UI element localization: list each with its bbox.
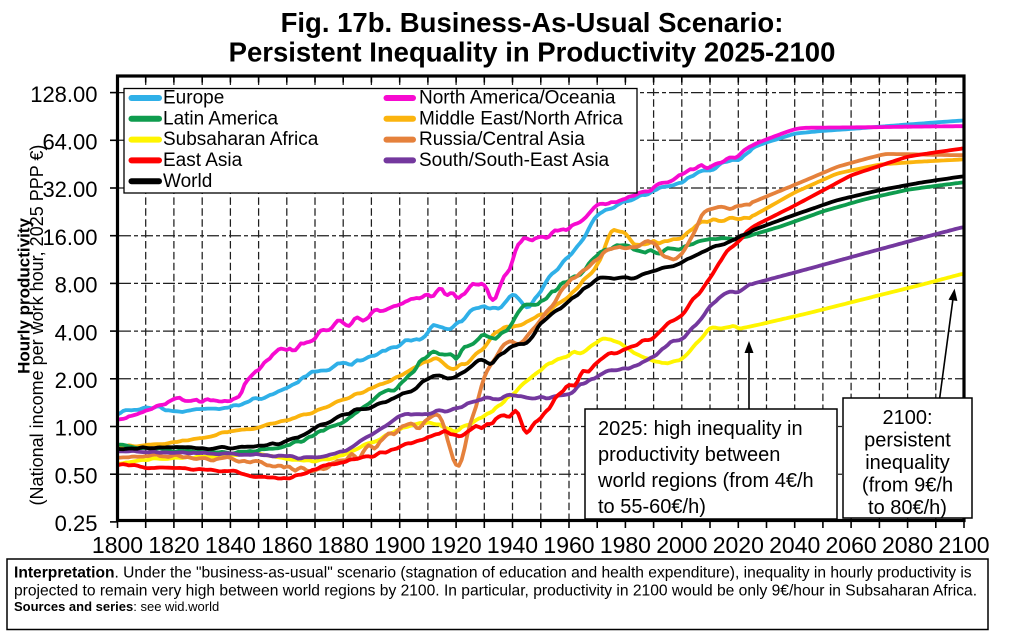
svg-text:8.00: 8.00 bbox=[55, 273, 98, 298]
svg-text:(from 9€/h: (from 9€/h bbox=[862, 475, 953, 497]
svg-text:2020: 2020 bbox=[713, 532, 764, 558]
svg-text:North America/Oceania: North America/Oceania bbox=[419, 88, 616, 109]
svg-text:2100:: 2100: bbox=[882, 407, 932, 429]
svg-text:1820: 1820 bbox=[148, 532, 199, 558]
svg-text:1840: 1840 bbox=[205, 532, 256, 558]
svg-text:inequality: inequality bbox=[865, 452, 950, 474]
svg-text:1.00: 1.00 bbox=[55, 416, 98, 441]
svg-text:2080: 2080 bbox=[882, 532, 933, 558]
svg-text:1980: 1980 bbox=[600, 532, 651, 558]
svg-text:32.00: 32.00 bbox=[42, 177, 97, 202]
svg-text:2.00: 2.00 bbox=[55, 368, 98, 393]
svg-text:2040: 2040 bbox=[769, 532, 820, 558]
svg-text:1920: 1920 bbox=[431, 532, 482, 558]
svg-text:Subsaharan Africa: Subsaharan Africa bbox=[163, 129, 319, 150]
svg-text:to 55-60€/h): to 55-60€/h) bbox=[598, 496, 706, 518]
svg-text:persistent: persistent bbox=[864, 430, 951, 452]
svg-text:2000: 2000 bbox=[656, 532, 707, 558]
svg-text:productivity between: productivity between bbox=[598, 444, 780, 466]
svg-text:Persistent Inequality in Produ: Persistent Inequality in Productivity 20… bbox=[229, 37, 836, 68]
svg-text:1880: 1880 bbox=[318, 532, 369, 558]
svg-text:1900: 1900 bbox=[374, 532, 425, 558]
svg-text:16.00: 16.00 bbox=[42, 225, 97, 250]
svg-text:to 80€/h): to 80€/h) bbox=[868, 497, 947, 519]
svg-text:1860: 1860 bbox=[261, 532, 312, 558]
svg-text:World: World bbox=[163, 171, 212, 192]
svg-text:world regions (from 4€/h: world regions (from 4€/h bbox=[597, 470, 814, 492]
svg-text:East Asia: East Asia bbox=[163, 150, 243, 171]
svg-text:Latin America: Latin America bbox=[163, 108, 279, 129]
svg-text:1940: 1940 bbox=[487, 532, 538, 558]
svg-text:Fig. 17b. Business-As-Usual Sc: Fig. 17b. Business-As-Usual Scenario: bbox=[281, 7, 784, 38]
svg-text:128.00: 128.00 bbox=[30, 82, 97, 107]
svg-text:South/South-East Asia: South/South-East Asia bbox=[419, 150, 610, 171]
svg-text:Europe: Europe bbox=[163, 88, 224, 109]
svg-text:1800: 1800 bbox=[92, 532, 143, 558]
svg-text:64.00: 64.00 bbox=[42, 130, 97, 155]
svg-text:Russia/Central Asia: Russia/Central Asia bbox=[419, 129, 585, 150]
svg-text:Hourly productivity: Hourly productivity bbox=[14, 218, 33, 374]
svg-text:2060: 2060 bbox=[826, 532, 877, 558]
svg-text:2025: high inequality in: 2025: high inequality in bbox=[598, 418, 803, 440]
svg-text:0.50: 0.50 bbox=[55, 463, 98, 488]
svg-text:projected to remain very high: projected to remain very high between wo… bbox=[14, 583, 977, 600]
svg-text:2100: 2100 bbox=[938, 532, 989, 558]
svg-text:1960: 1960 bbox=[543, 532, 594, 558]
svg-text:4.00: 4.00 bbox=[55, 320, 98, 345]
svg-text:Sources and series: see wid.wo: Sources and series: see wid.world bbox=[14, 599, 219, 614]
svg-text:0.25: 0.25 bbox=[55, 511, 98, 536]
svg-text:Interpretation. Under the "bus: Interpretation. Under the "business-as-u… bbox=[14, 565, 972, 582]
svg-text:(National income per work hour: (National income per work hour, 2025 PPP… bbox=[27, 145, 47, 506]
svg-text:Middle East/North Africa: Middle East/North Africa bbox=[419, 108, 623, 129]
